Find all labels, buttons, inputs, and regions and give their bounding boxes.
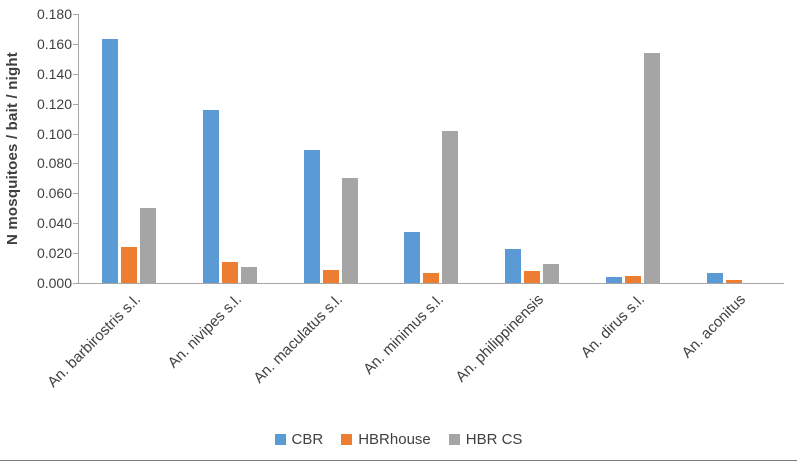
y-axis-tickmark <box>73 14 78 15</box>
bar-hbrhouse <box>624 276 641 283</box>
y-axis-tickmark <box>73 193 78 195</box>
legend-item: HBR CS <box>448 431 523 448</box>
legend-swatch <box>274 434 286 445</box>
bar-cbr <box>505 249 522 283</box>
bar-cbr <box>303 150 320 283</box>
y-axis-labels: 0.000 0.020 0.040 0.060 0.080 0.100 0.120 0.140… <box>0 0 72 300</box>
plot-area <box>78 14 784 284</box>
legend-label: HBR CS <box>465 431 523 448</box>
legend-item: HBRhouse <box>341 431 431 448</box>
x-axis-category-label: An. aconitus <box>678 291 749 362</box>
y-axis-tick-label: 0.000 <box>36 275 72 291</box>
bar-hbrhouse <box>524 271 541 283</box>
y-axis-tickmark <box>73 43 78 45</box>
bar-cbr <box>706 273 723 283</box>
bar-cbr <box>605 277 622 283</box>
legend-label: HBRhouse <box>358 431 431 448</box>
x-axis-category-label: An. barbirostris s.l. <box>44 291 145 391</box>
bar-hbr-cs <box>543 264 560 283</box>
y-axis-tickmark <box>73 133 78 135</box>
bar-hbr-cs <box>643 53 660 283</box>
bar-hbrhouse <box>725 280 742 283</box>
y-axis-tick-label: 0.100 <box>36 125 72 142</box>
bar-hbr-cs <box>140 208 157 283</box>
x-axis-category-label: An. minimus s.l. <box>359 291 447 378</box>
bar-hbr-cs <box>341 178 358 283</box>
bar-hbrhouse <box>423 273 440 283</box>
bar-group <box>482 14 583 283</box>
x-axis-category-label: An. nivipes s.l. <box>164 291 246 372</box>
bar-hbr-cs <box>442 131 459 283</box>
legend: CBR HBRhouse HBR CS <box>0 431 797 448</box>
bar-cbr <box>102 39 119 283</box>
x-axis-category-label: An. dirus s.l. <box>577 291 648 362</box>
y-axis-tick-label: 0.020 <box>36 245 72 262</box>
y-axis-tickmark <box>73 103 78 105</box>
y-axis-tick-label: 0.180 <box>36 6 72 22</box>
y-axis-tick-label: 0.080 <box>36 155 72 172</box>
y-axis-tickmark <box>73 223 78 225</box>
bar-hbr-cs <box>241 267 258 283</box>
legend-swatch <box>448 434 460 445</box>
bar-group <box>583 14 684 283</box>
y-axis-tickmark <box>73 283 78 284</box>
y-axis-tick-label: 0.040 <box>36 215 72 232</box>
bar-hbrhouse <box>121 247 138 283</box>
bar-group <box>280 14 381 283</box>
bar-group <box>180 14 281 283</box>
bar-group <box>683 14 784 283</box>
bar-group <box>79 14 180 283</box>
y-axis-tick-label: 0.160 <box>36 35 72 52</box>
legend-label: CBR <box>291 431 324 448</box>
legend-swatch <box>341 434 353 445</box>
bars-layer <box>79 14 784 283</box>
bar-hbrhouse <box>222 262 239 283</box>
y-axis-tickmark <box>73 253 78 255</box>
y-axis-tick-label: 0.140 <box>36 65 72 82</box>
y-axis-tick-label: 0.060 <box>36 185 72 202</box>
legend-item: CBR <box>274 431 324 448</box>
y-axis-tick-label: 0.120 <box>36 95 72 112</box>
bar-hbrhouse <box>322 270 339 283</box>
bar-cbr <box>404 232 421 283</box>
y-axis-tickmark <box>73 73 78 75</box>
y-axis-tickmark <box>73 163 78 165</box>
bar-group <box>381 14 482 283</box>
x-axis-category-label: An. philippinensis <box>452 291 548 386</box>
bar-cbr <box>203 110 220 283</box>
x-axis-category-label: An. maculatus s.l. <box>250 291 346 387</box>
